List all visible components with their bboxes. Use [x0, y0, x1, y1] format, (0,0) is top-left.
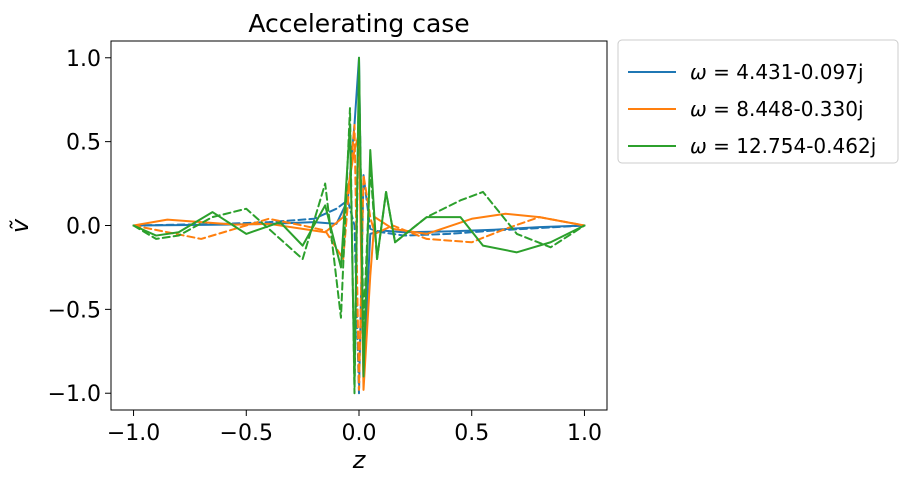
y-tick-label: 0.0 — [66, 215, 101, 240]
legend-label-2: ω = 8.448-0.330j — [690, 97, 864, 121]
legend-label-prefix: ω = — [690, 60, 736, 84]
y-tick-label: 1.0 — [66, 47, 101, 72]
legend-label-value: 8.448-0.330j — [736, 97, 863, 121]
x-tick-label: 0.5 — [454, 421, 489, 446]
x-tick-label: 1.0 — [567, 421, 602, 446]
x-axis: −1.0 −0.5 0.0 0.5 1.0 — [107, 410, 602, 446]
x-tick-label: −1.0 — [107, 421, 160, 446]
series-layer — [132, 56, 586, 395]
legend-label-value: 12.754-0.462j — [736, 134, 876, 158]
y-tick-label: −0.5 — [48, 298, 101, 323]
x-tick-label: −0.5 — [220, 421, 273, 446]
y-axis: −1.0 −0.5 0.0 0.5 1.0 — [48, 47, 111, 407]
y-axis-label: ṽ — [6, 218, 34, 233]
legend-label-3: ω = 12.754-0.462j — [690, 134, 876, 158]
legend-label-prefix: ω = — [690, 97, 736, 121]
y-tick-label: −1.0 — [48, 382, 101, 407]
legend-label-value: 4.431-0.097j — [736, 60, 863, 84]
x-tick-label: 0.0 — [342, 421, 377, 446]
legend-label-1: ω = 4.431-0.097j — [690, 60, 864, 84]
series-3-imag-line — [132, 73, 586, 395]
plot-area — [110, 40, 608, 411]
series-3-real-line — [132, 56, 586, 386]
legend-box — [617, 39, 899, 164]
series-2-imag-line — [132, 123, 586, 391]
x-axis-label: z — [352, 446, 367, 474]
y-tick-label: 0.5 — [66, 131, 101, 156]
chart-title: Accelerating case — [248, 9, 469, 38]
legend-label-prefix: ω = — [690, 134, 736, 158]
